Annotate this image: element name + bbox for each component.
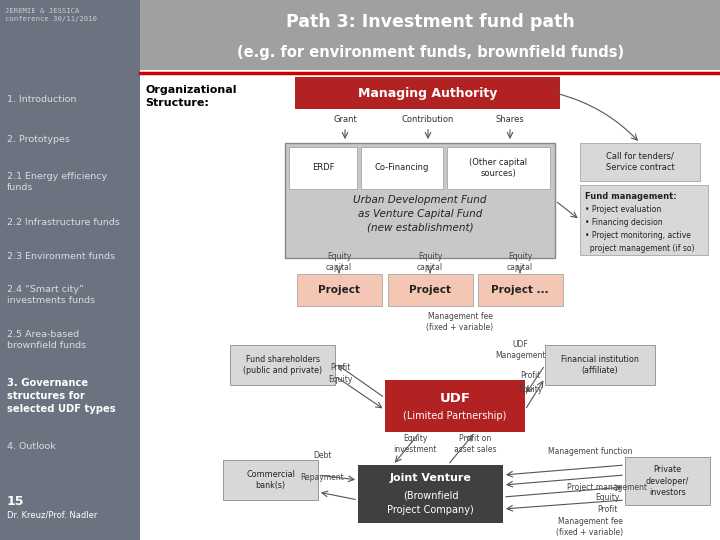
Bar xyxy=(545,345,655,385)
Text: (e.g. for environment funds, brownfield funds): (e.g. for environment funds, brownfield … xyxy=(237,44,624,59)
Bar xyxy=(297,274,382,306)
Text: 2. Prototypes: 2. Prototypes xyxy=(7,135,70,144)
Text: Profit on
asset sales: Profit on asset sales xyxy=(454,434,496,454)
Bar xyxy=(289,147,357,189)
Text: Equity
investment: Equity investment xyxy=(393,434,437,454)
Text: Managing Authority: Managing Authority xyxy=(358,86,498,99)
Text: Equity: Equity xyxy=(518,386,542,395)
Text: (Other capital
sources): (Other capital sources) xyxy=(469,158,528,178)
Text: 2.3 Environment funds: 2.3 Environment funds xyxy=(7,252,115,261)
Text: • Project evaluation: • Project evaluation xyxy=(585,205,661,214)
Text: Co-Financing: Co-Financing xyxy=(375,164,429,172)
Text: Project: Project xyxy=(318,285,360,295)
Bar xyxy=(295,77,560,109)
Text: Path 3: Investment fund path: Path 3: Investment fund path xyxy=(286,13,575,31)
Text: Project Company): Project Company) xyxy=(387,505,474,515)
Text: 15: 15 xyxy=(7,495,24,508)
Bar xyxy=(580,185,708,255)
Text: Commercial
bank(s): Commercial bank(s) xyxy=(246,470,295,490)
Text: Project ...: Project ... xyxy=(491,285,549,295)
Bar xyxy=(0,0,140,540)
Text: (Limited Partnership): (Limited Partnership) xyxy=(403,411,507,421)
Text: (Brownfield: (Brownfield xyxy=(402,490,458,500)
Text: Joint Venture: Joint Venture xyxy=(390,473,472,483)
Text: Management function: Management function xyxy=(548,448,632,456)
Bar xyxy=(580,143,700,181)
Text: Organizational
Structure:: Organizational Structure: xyxy=(145,85,237,108)
Text: Private
developer/
investors: Private developer/ investors xyxy=(646,465,689,497)
Bar xyxy=(223,460,318,500)
Text: Profit: Profit xyxy=(597,505,617,515)
Text: Management fee
(fixed + variable): Management fee (fixed + variable) xyxy=(426,312,494,332)
Text: • Financing decision: • Financing decision xyxy=(585,218,662,227)
Text: Profit: Profit xyxy=(330,362,350,372)
Text: Project: Project xyxy=(409,285,451,295)
Text: Financial institution
(affiliate): Financial institution (affiliate) xyxy=(561,355,639,375)
Bar xyxy=(478,274,563,306)
Text: Shares: Shares xyxy=(495,116,524,125)
Bar xyxy=(230,345,335,385)
Text: Repayment: Repayment xyxy=(300,474,344,483)
Bar xyxy=(388,274,473,306)
Bar xyxy=(285,143,555,258)
Text: Urban Development Fund
as Venture Capital Fund
(new establishment): Urban Development Fund as Venture Capita… xyxy=(354,195,487,233)
Text: 2.5 Area-based
brownfield funds: 2.5 Area-based brownfield funds xyxy=(7,330,86,350)
Bar xyxy=(385,380,525,432)
Text: ERDF: ERDF xyxy=(312,164,334,172)
Text: Equity: Equity xyxy=(328,375,352,384)
Text: Dr. Kreuz/Prof. Nadler: Dr. Kreuz/Prof. Nadler xyxy=(7,511,97,520)
Text: JEREMIE & JESSICA
conference 30/11/2010: JEREMIE & JESSICA conference 30/11/2010 xyxy=(5,8,97,23)
Text: Profit: Profit xyxy=(520,370,540,380)
Text: UDF
Management: UDF Management xyxy=(495,340,545,360)
Text: Equity
capital: Equity capital xyxy=(326,252,352,272)
Text: Project management: Project management xyxy=(567,483,647,491)
Text: 2.2 Infrastructure funds: 2.2 Infrastructure funds xyxy=(7,218,120,227)
Text: 2.4 “Smart city”
investments funds: 2.4 “Smart city” investments funds xyxy=(7,285,95,306)
Text: UDF: UDF xyxy=(439,392,470,404)
Text: • Project monitoring, active: • Project monitoring, active xyxy=(585,231,691,240)
Bar xyxy=(140,70,720,540)
Text: project management (if so): project management (if so) xyxy=(585,244,695,253)
Text: Call for tenders/
Service contract: Call for tenders/ Service contract xyxy=(606,152,675,172)
Bar xyxy=(358,465,503,523)
Text: Management fee
(fixed + variable): Management fee (fixed + variable) xyxy=(557,517,624,537)
Text: Equity
capital: Equity capital xyxy=(417,252,443,272)
Bar xyxy=(447,147,550,189)
Text: 2.1 Energy efficiency
funds: 2.1 Energy efficiency funds xyxy=(7,172,107,192)
Text: 4. Outlook: 4. Outlook xyxy=(7,442,55,451)
Bar xyxy=(361,147,443,189)
Text: 1. Introduction: 1. Introduction xyxy=(7,95,76,104)
Bar xyxy=(625,457,710,505)
Text: Equity: Equity xyxy=(595,494,619,503)
Text: 3. Governance
structures for
selected UDF types: 3. Governance structures for selected UD… xyxy=(7,378,116,414)
Text: Contribution: Contribution xyxy=(402,116,454,125)
Text: Equity
capital: Equity capital xyxy=(507,252,533,272)
Text: Fund management:: Fund management: xyxy=(585,192,677,201)
Text: Grant: Grant xyxy=(333,116,357,125)
Text: Fund shareholders
(public and private): Fund shareholders (public and private) xyxy=(243,355,322,375)
Text: Debt: Debt xyxy=(312,451,331,461)
Bar xyxy=(140,0,720,70)
